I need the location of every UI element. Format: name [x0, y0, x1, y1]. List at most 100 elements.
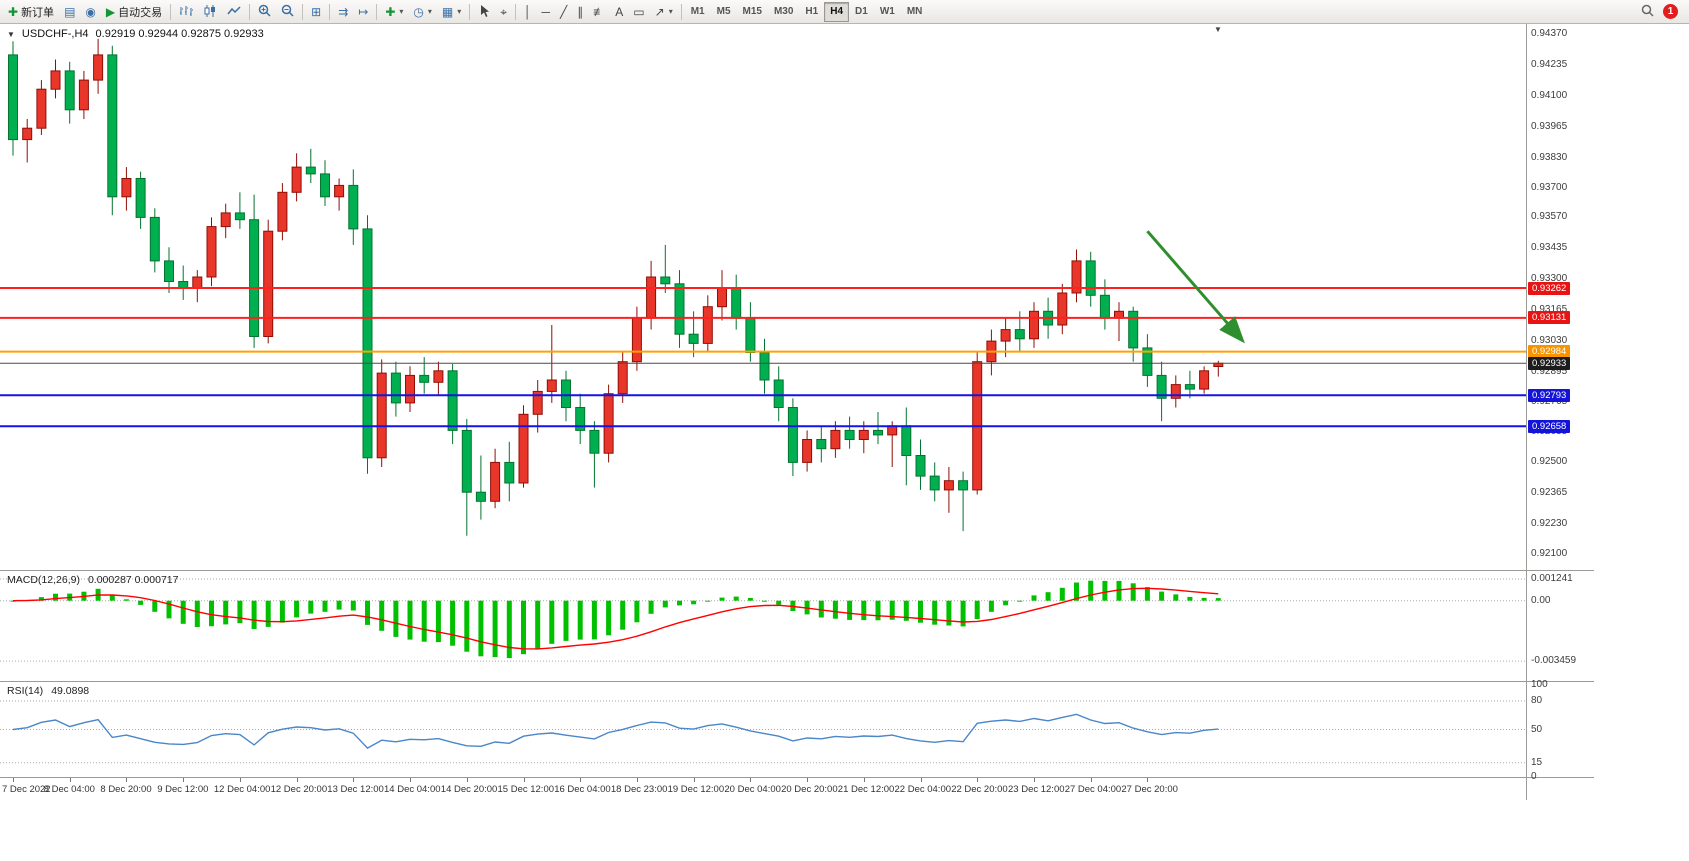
profiles-icon: ▤	[64, 4, 76, 19]
arrows-button[interactable]: ↗ ▾	[650, 1, 678, 23]
cursor-button[interactable]	[473, 1, 495, 23]
periods-button[interactable]: ◷ ▾	[408, 1, 437, 23]
search-button[interactable]	[1636, 1, 1659, 23]
timeframe-h4-button[interactable]: H4	[824, 1, 850, 22]
line-chart-button[interactable]	[222, 1, 246, 23]
time-tick	[807, 778, 809, 782]
timeframe-h1-button[interactable]: H1	[805, 6, 819, 17]
text-button[interactable]: A	[610, 1, 628, 23]
time-tick	[13, 778, 14, 782]
zoom-in-button[interactable]	[253, 1, 276, 23]
auto-trading-button[interactable]: ▶ 自动交易	[101, 1, 167, 23]
panel-splitter[interactable]	[0, 777, 1594, 778]
time-label: 13 Dec 12:00	[327, 784, 384, 795]
macd-info: MACD(12,26,9) 0.000287 0.000717	[7, 574, 178, 586]
time-label: 8 Dec 04:00	[43, 784, 95, 795]
dropdown-icon: ▾	[668, 7, 673, 16]
time-tick	[239, 778, 241, 782]
dropdown-icon: ▾	[457, 7, 462, 16]
price-tick-label: 0.92100	[1531, 548, 1568, 559]
time-tick	[636, 778, 638, 782]
price-tick-label: 0.93435	[1531, 242, 1568, 254]
time-tick	[1090, 778, 1092, 782]
time-label: 7 Dec 2022	[2, 784, 51, 795]
chart-symbol-label: USDCHF-,H4	[21, 28, 89, 40]
time-tick	[1147, 778, 1149, 782]
crosshair-button[interactable]: ⌖	[495, 1, 512, 23]
bar-chart-button[interactable]	[174, 1, 198, 23]
text-label-button[interactable]: ▭	[628, 1, 649, 23]
candlestick-chart-icon	[203, 4, 217, 19]
profiles-button[interactable]: ▤	[59, 1, 80, 23]
vertical-line-button[interactable]: │	[519, 1, 537, 23]
time-label: 27 Dec 20:00	[1121, 784, 1178, 795]
macd-axis-label: 0.001241	[1531, 573, 1573, 584]
time-label: 9 Dec 12:00	[157, 784, 209, 795]
panel-splitter[interactable]	[0, 681, 1594, 682]
new-order-button[interactable]: ✚ 新订单	[3, 1, 59, 23]
time-label: 22 Dec 04:00	[894, 784, 952, 795]
tile-windows-button[interactable]: ⊞	[306, 1, 326, 23]
time-tick	[580, 778, 582, 782]
time-tick	[523, 778, 525, 782]
timeframe-m1-button[interactable]: M1	[690, 6, 705, 17]
arrows-icon: ↗	[654, 4, 665, 19]
line-chart-icon	[227, 5, 241, 19]
timeframe-m30-button[interactable]: M30	[773, 6, 794, 17]
zoom-out-button[interactable]	[276, 1, 299, 23]
price-tick-label: 0.93830	[1531, 151, 1568, 163]
time-label: 8 Dec 20:00	[100, 784, 152, 795]
macd-values: 0.000287 0.000717	[87, 574, 179, 586]
new-order-icon: ✚	[8, 4, 19, 19]
auto-scroll-button[interactable]: ⇉	[333, 1, 353, 23]
macd-axis-label: 0.00	[1531, 594, 1551, 606]
chart-shift-button[interactable]: ↦	[353, 1, 373, 23]
community-button[interactable]: ◉	[80, 1, 100, 23]
timeframe-d1-button[interactable]: D1	[855, 6, 868, 17]
new-order-label: 新订单	[21, 6, 55, 19]
time-tick	[863, 778, 865, 782]
time-label: 19 Dec 12:00	[667, 784, 725, 795]
rsi-info: RSI(14) 49.0898	[7, 685, 89, 697]
price-tick-label: 0.93165	[1531, 304, 1568, 316]
price-tick-label: 0.92895	[1531, 366, 1568, 377]
zoom-in-icon	[258, 4, 271, 19]
indicators-button[interactable]: ✚ ▾	[380, 1, 408, 23]
candlestick-chart-button[interactable]	[198, 1, 222, 23]
price-axis-border	[1526, 24, 1527, 800]
channel-icon: ∥	[577, 4, 584, 19]
macd-panel[interactable]	[0, 571, 1526, 681]
price-level-badge: 0.92984	[1528, 345, 1571, 359]
trendline-icon: ╱	[560, 4, 568, 19]
candlestick-chart[interactable]	[0, 24, 1526, 570]
timeframe-w1-button[interactable]: W1	[879, 6, 895, 17]
timeframe-mn-button[interactable]: MN	[906, 6, 923, 17]
price-tick-label: 0.92500	[1531, 456, 1568, 468]
price-tick-label: 0.92765	[1531, 395, 1568, 407]
time-tick	[296, 778, 298, 782]
price-level-badge: 0.93262	[1528, 281, 1571, 295]
fibonacci-button[interactable]: ≢	[588, 1, 610, 23]
timeframe-m5-button[interactable]: M5	[716, 6, 731, 17]
horizontal-line-button[interactable]: ─	[537, 1, 556, 23]
templates-button[interactable]: ▦ ▾	[437, 1, 466, 23]
bar-chart-icon	[179, 5, 194, 19]
price-level-badge: 0.92933	[1528, 356, 1571, 370]
add-indicator-icon: ✚	[385, 4, 396, 19]
price-level-badge: 0.92793	[1528, 388, 1571, 402]
tile-windows-icon: ⊞	[311, 4, 322, 19]
one-click-collapse-icon[interactable]: ▼	[7, 29, 15, 39]
time-tick	[750, 778, 752, 782]
time-label: 22 Dec 20:00	[951, 784, 1008, 795]
panel-splitter[interactable]	[0, 570, 1594, 571]
channel-button[interactable]: ∥	[572, 1, 588, 23]
chart-ohlc-values: 0.92919 0.92944 0.92875 0.92933	[95, 28, 264, 40]
chart-shift-marker[interactable]: ▼	[1214, 25, 1222, 34]
trendline-button[interactable]: ╱	[555, 1, 572, 23]
rsi-axis-label: 50	[1531, 723, 1543, 735]
horizontal-line-icon: ─	[541, 4, 551, 19]
rsi-panel[interactable]	[0, 682, 1526, 777]
notification-badge[interactable]: 1	[1663, 4, 1678, 19]
macd-label: MACD(12,26,9)	[7, 574, 80, 586]
timeframe-m15-button[interactable]: M15	[742, 6, 762, 17]
